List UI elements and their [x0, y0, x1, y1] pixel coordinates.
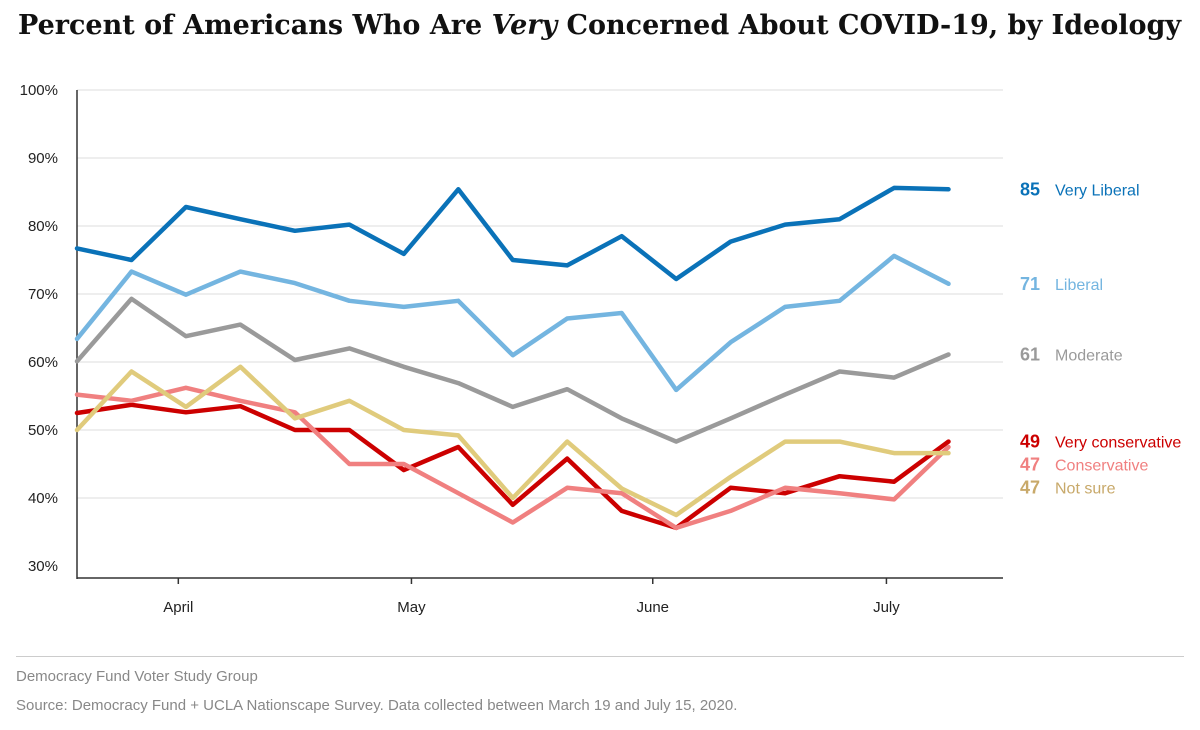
y-tick-label: 60%	[28, 354, 58, 371]
series-end-value: 61	[1020, 345, 1040, 365]
x-tick-label: July	[873, 599, 900, 616]
series-end-label: Very Liberal	[1055, 182, 1140, 199]
footer-source: Source: Democracy Fund + UCLA Nationscap…	[16, 697, 738, 714]
y-tick-label: 100%	[20, 82, 58, 99]
x-tick-label: May	[397, 599, 426, 616]
footer-brand: Democracy Fund Voter Study Group	[16, 668, 258, 685]
series-end-label: Liberal	[1055, 277, 1103, 294]
series-line	[74, 185, 951, 282]
series-line	[74, 296, 951, 444]
series-end-label: Not sure	[1055, 481, 1116, 498]
series-end-value: 85	[1020, 179, 1040, 199]
x-tick-label: April	[163, 599, 193, 616]
y-tick-label: 30%	[28, 558, 58, 575]
series-end-label: Very conservative	[1055, 435, 1181, 452]
y-tick-label: 90%	[28, 150, 58, 167]
series-line	[74, 385, 951, 531]
series-end-label: Conservative	[1055, 458, 1148, 475]
series-lines	[74, 185, 951, 531]
y-tick-label: 70%	[28, 286, 58, 303]
series-end-value: 47	[1020, 478, 1040, 498]
series-line	[74, 402, 951, 531]
chart-title: Percent of Americans Who Are Very Concer…	[18, 10, 1181, 41]
title-emphasis: Very	[491, 10, 558, 41]
title-suffix: Concerned About COVID-19, by Ideology	[557, 10, 1182, 41]
series-end-value: 47	[1020, 455, 1040, 475]
y-tick-label: 40%	[28, 490, 58, 507]
y-tick-label: 80%	[28, 218, 58, 235]
axes: 30% 40% 50% 60% 70% 80% 90% 100% April May June Jul…	[20, 82, 1003, 616]
series-line	[74, 364, 951, 518]
line-chart: 30% 40% 50% 60% 70% 80% 90% 100% April May June Jul…	[20, 82, 1182, 616]
footer-divider	[16, 656, 1184, 657]
title-prefix: Percent of Americans Who Are	[18, 10, 492, 41]
gridlines	[77, 89, 1003, 499]
y-tick-label: 50%	[28, 422, 58, 439]
series-labels: 85 Very Liberal 71 Liberal 61 Moderate 49 Very …	[1020, 179, 1181, 497]
series-line	[74, 253, 951, 393]
series-end-value: 71	[1020, 274, 1040, 294]
series-end-label: Moderate	[1055, 348, 1123, 365]
x-tick-label: June	[636, 599, 669, 616]
series-end-value: 49	[1020, 432, 1040, 452]
